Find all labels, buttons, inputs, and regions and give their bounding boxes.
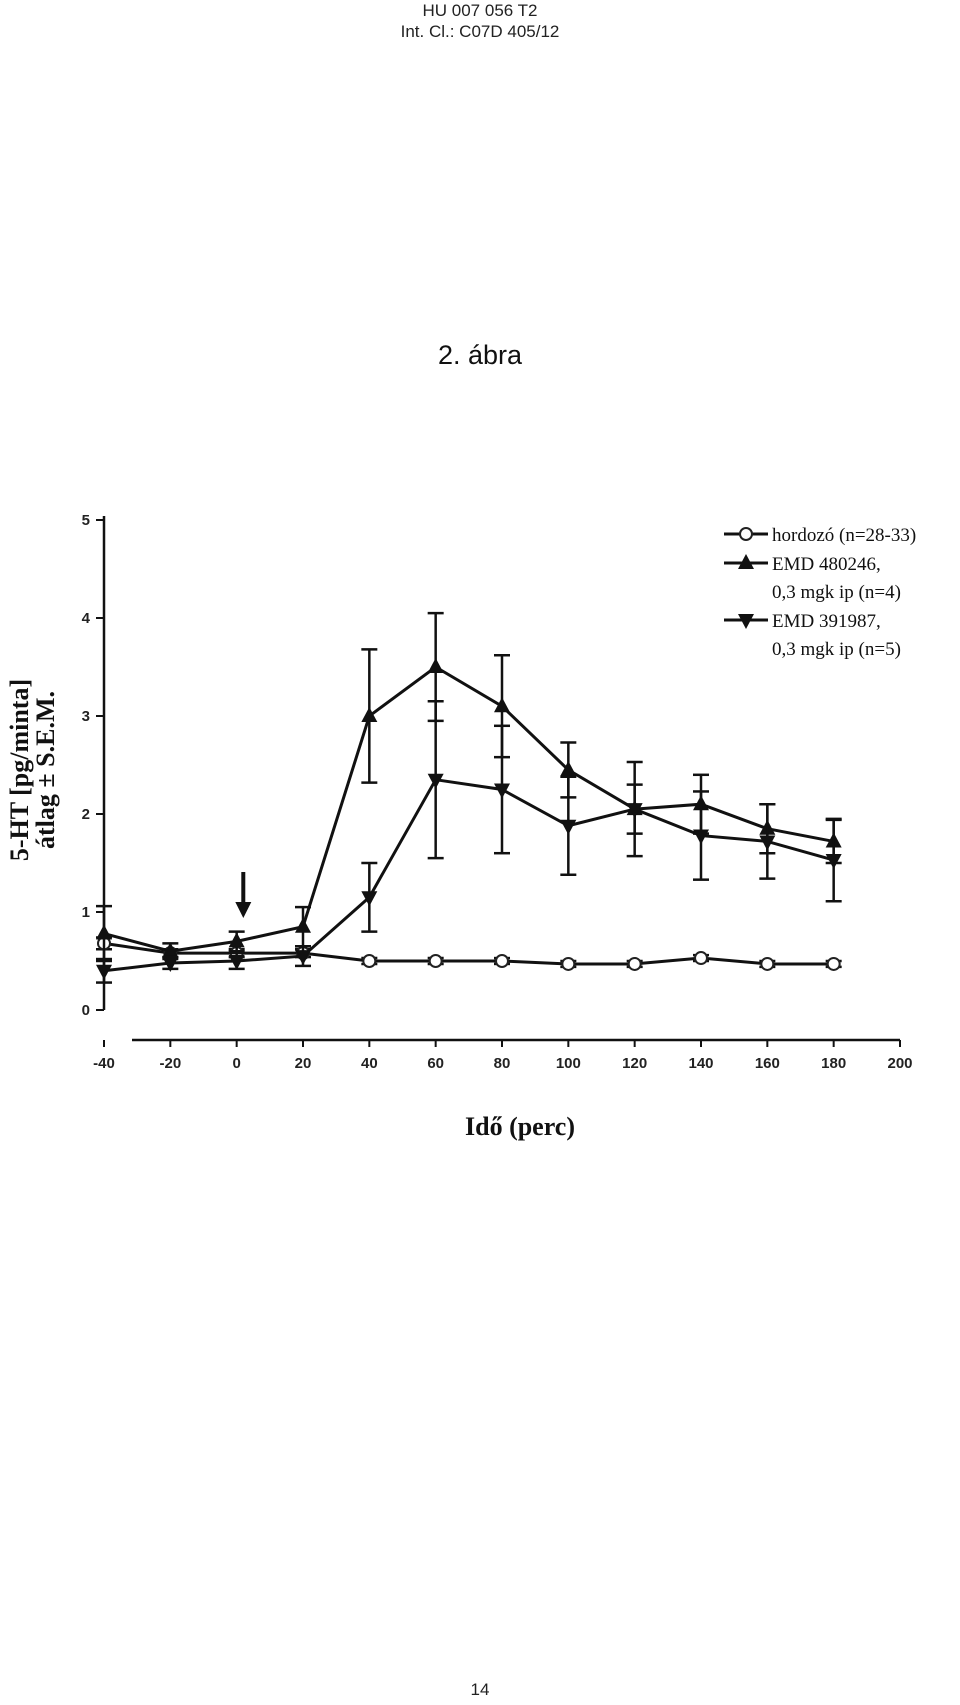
y-tick-label: 4 bbox=[82, 610, 91, 627]
y-axis-label-line1: 5-HT [pg/minta] bbox=[5, 679, 34, 861]
data-point-vehicle bbox=[495, 954, 509, 968]
data-point-emd391987 bbox=[228, 955, 245, 970]
data-point-emd480246 bbox=[361, 707, 378, 722]
legend-marker-emd480246 bbox=[738, 554, 754, 569]
figure-title: 2. ábra bbox=[437, 340, 523, 370]
data-point-emd391987 bbox=[427, 773, 444, 789]
legend-label-vehicle: hordozó (n=28-33) bbox=[772, 525, 916, 546]
data-point-emd391987 bbox=[162, 956, 179, 972]
y-axis-label-group: 5-HT [pg/minta] átlag ± S.E.M. bbox=[5, 679, 60, 861]
y-tick-label: 1 bbox=[82, 904, 90, 921]
data-point-vehicle bbox=[362, 954, 377, 968]
data-point-emd480246 bbox=[427, 658, 444, 673]
y-tick-label: 3 bbox=[82, 708, 90, 725]
legend-label-emd480246-line1: EMD 480246, bbox=[772, 554, 881, 575]
series-line-emd480246 bbox=[103, 665, 834, 953]
x-tick-label: 80 bbox=[494, 1055, 511, 1072]
data-point-emd391987 bbox=[96, 964, 112, 980]
data-point-vehicle bbox=[826, 956, 841, 971]
data-point-emd480246 bbox=[96, 924, 112, 940]
data-point-vehicle bbox=[760, 956, 775, 971]
series-layer bbox=[96, 611, 842, 984]
patent-number: HU 007 056 T2 bbox=[422, 1, 538, 20]
x-tick-label: 100 bbox=[556, 1055, 581, 1072]
legend-marker-emd391987 bbox=[738, 614, 754, 629]
data-point-emd391987 bbox=[361, 891, 378, 907]
data-point-vehicle bbox=[627, 956, 642, 971]
x-tick-label: -40 bbox=[93, 1055, 115, 1072]
legend-label-emd391987-line2: 0,3 mgk ip (n=5) bbox=[772, 639, 901, 660]
series-line-emd391987 bbox=[103, 778, 835, 973]
data-point-emd391987 bbox=[693, 829, 709, 845]
series-emd480246 bbox=[96, 611, 842, 963]
classification-code: Int. Cl.: C07D 405/12 bbox=[400, 22, 560, 41]
x-tick-label: 180 bbox=[821, 1055, 846, 1072]
y-axis-label-line2: átlag ± S.E.M. bbox=[31, 691, 60, 849]
series-emd391987 bbox=[96, 700, 842, 984]
data-point-vehicle bbox=[694, 951, 708, 966]
x-tick-label: 200 bbox=[887, 1055, 912, 1072]
x-axis-label: Idő (perc) bbox=[465, 1112, 575, 1141]
arrow-head-icon bbox=[235, 902, 252, 918]
data-point-emd480246 bbox=[295, 917, 311, 933]
data-point-emd391987 bbox=[626, 803, 643, 819]
x-tick-label: 40 bbox=[361, 1055, 378, 1072]
x-tick-label: 120 bbox=[622, 1055, 647, 1072]
data-point-emd480246 bbox=[494, 697, 510, 713]
legend: hordozó (n=28-33) EMD 480246, 0,3 mgk ip… bbox=[724, 525, 916, 660]
data-point-emd391987 bbox=[295, 950, 311, 966]
y-tick-label: 0 bbox=[82, 1002, 90, 1019]
data-point-vehicle bbox=[561, 956, 576, 971]
injection-arrow-layer bbox=[235, 872, 252, 918]
data-point-emd391987 bbox=[560, 819, 577, 835]
data-point-emd480246 bbox=[560, 760, 577, 776]
chart-axes: 0 1 2 3 4 5 -40 -20 0 20 40 60 80 100 120 140 160 180 200 bbox=[82, 512, 913, 1072]
data-point-emd480246 bbox=[228, 932, 245, 948]
data-point-emd391987 bbox=[759, 835, 776, 851]
y-tick-label: 5 bbox=[82, 512, 90, 529]
x-tick-label: 20 bbox=[295, 1055, 312, 1072]
x-tick-label: -20 bbox=[159, 1055, 181, 1072]
legend-label-emd480246-line2: 0,3 mgk ip (n=4) bbox=[772, 582, 901, 603]
x-tick-label: 160 bbox=[755, 1055, 780, 1072]
x-tick-label: 60 bbox=[427, 1055, 444, 1072]
y-tick-label: 2 bbox=[82, 806, 90, 823]
data-point-emd391987 bbox=[825, 854, 842, 870]
x-tick-label: 140 bbox=[688, 1055, 713, 1072]
legend-label-emd391987-line1: EMD 391987, bbox=[772, 611, 881, 632]
x-tick-label: 0 bbox=[232, 1055, 240, 1072]
legend-marker-vehicle bbox=[739, 527, 753, 541]
series-vehicle bbox=[96, 936, 842, 971]
page-number: 14 bbox=[470, 1680, 490, 1699]
data-point-emd480246 bbox=[162, 942, 179, 958]
data-point-emd391987 bbox=[494, 783, 510, 799]
data-point-vehicle bbox=[428, 954, 443, 968]
series-line-vehicle bbox=[103, 941, 834, 966]
patent-header: HU 007 056 T2 Int. Cl.: C07D 405/12 bbox=[0, 0, 960, 42]
